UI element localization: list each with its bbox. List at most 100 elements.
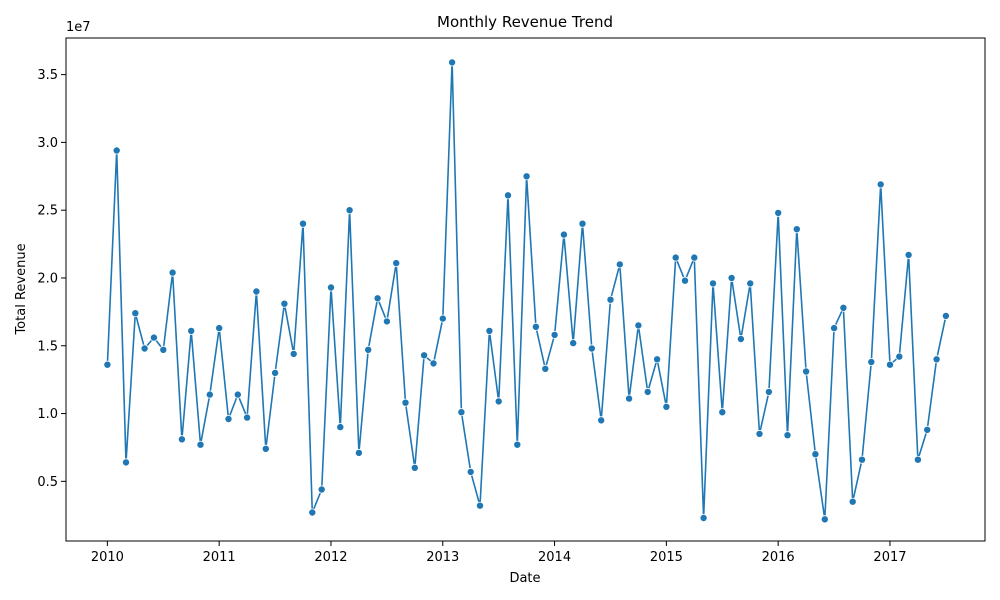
data-point [485,326,494,335]
data-point [112,146,121,155]
y-axis: 0.5 1.0 1.5 2.0 2.5 3.0 3.5 [37,68,66,490]
series-line [106,61,947,521]
data-point [774,208,783,217]
data-point [783,431,792,440]
data-point [541,364,550,373]
data-point [736,334,745,343]
y-axis-label: Total Revenue [14,243,29,335]
data-point [215,324,224,333]
x-tick-label: 2016 [762,550,795,565]
y-tick-label: 2.5 [37,204,58,219]
data-point [289,349,298,358]
data-point [653,355,662,364]
data-point [438,314,447,323]
data-point [643,387,652,396]
data-point [261,444,270,453]
data-point [420,351,429,360]
data-point [662,402,671,411]
x-tick-label: 2012 [314,550,347,565]
series-layer [103,58,950,524]
data-point [587,344,596,353]
data-point [513,440,522,449]
data-point [690,253,699,262]
data-point [848,497,857,506]
data-point [876,180,885,189]
data-point [578,219,587,228]
data-point [131,309,140,318]
data-point [597,416,606,425]
data-point [895,352,904,361]
data-point [466,467,475,476]
data-point [252,287,261,296]
data-point [159,345,168,354]
data-point [755,429,764,438]
data-point [271,368,280,377]
data-point [886,360,895,369]
data-point [569,339,578,348]
data-point [522,172,531,181]
data-point [494,397,503,406]
data-point [382,317,391,326]
data-point [140,344,149,353]
x-axis: 2010 2011 2012 2013 2014 2015 2016 2017 [91,541,907,565]
data-point [904,250,913,259]
data-point [932,355,941,364]
data-point [224,414,233,423]
data-point [634,321,643,330]
data-point [820,515,829,524]
data-point [923,425,932,434]
data-point [699,514,708,523]
x-tick-label: 2015 [650,550,683,565]
data-point [103,360,112,369]
data-point [364,345,373,354]
data-point [625,394,634,403]
data-point [345,206,354,215]
y-tick-label: 2.0 [37,271,58,286]
x-tick-label: 2017 [873,550,906,565]
data-point [867,357,876,366]
data-point [233,390,242,399]
data-point [410,463,419,472]
x-tick-label: 2013 [426,550,459,565]
data-point [187,326,196,335]
data-point [243,413,252,422]
data-point [326,283,335,292]
data-point [764,387,773,396]
x-tick-label: 2011 [203,550,236,565]
data-point [354,448,363,457]
data-point [298,219,307,228]
data-point [681,276,690,285]
data-point [615,260,624,269]
chart-title: Monthly Revenue Trend [437,13,613,31]
data-point [503,191,512,200]
data-point [727,273,736,282]
data-point [196,440,205,449]
data-point [811,450,820,459]
data-point [671,253,680,262]
y-multiplier-label: 1e7 [66,20,91,35]
data-point [401,398,410,407]
data-point [550,330,559,339]
data-point [858,455,867,464]
data-point [839,303,848,312]
y-tick-label: 3.0 [37,136,58,151]
data-point [941,311,950,320]
x-tick-label: 2010 [91,550,124,565]
data-point [830,324,839,333]
data-point [373,294,382,303]
data-point [177,435,186,444]
data-point [475,501,484,510]
data-point [457,408,466,417]
data-point [709,279,718,288]
data-point [913,455,922,464]
y-tick-label: 0.5 [37,475,58,490]
x-tick-label: 2014 [538,550,571,565]
y-tick-label: 3.5 [37,68,58,83]
data-point [392,259,401,268]
data-point [429,359,438,368]
plot-area [65,37,986,542]
data-point [792,225,801,234]
data-point [802,367,811,376]
y-tick-label: 1.5 [37,339,58,354]
